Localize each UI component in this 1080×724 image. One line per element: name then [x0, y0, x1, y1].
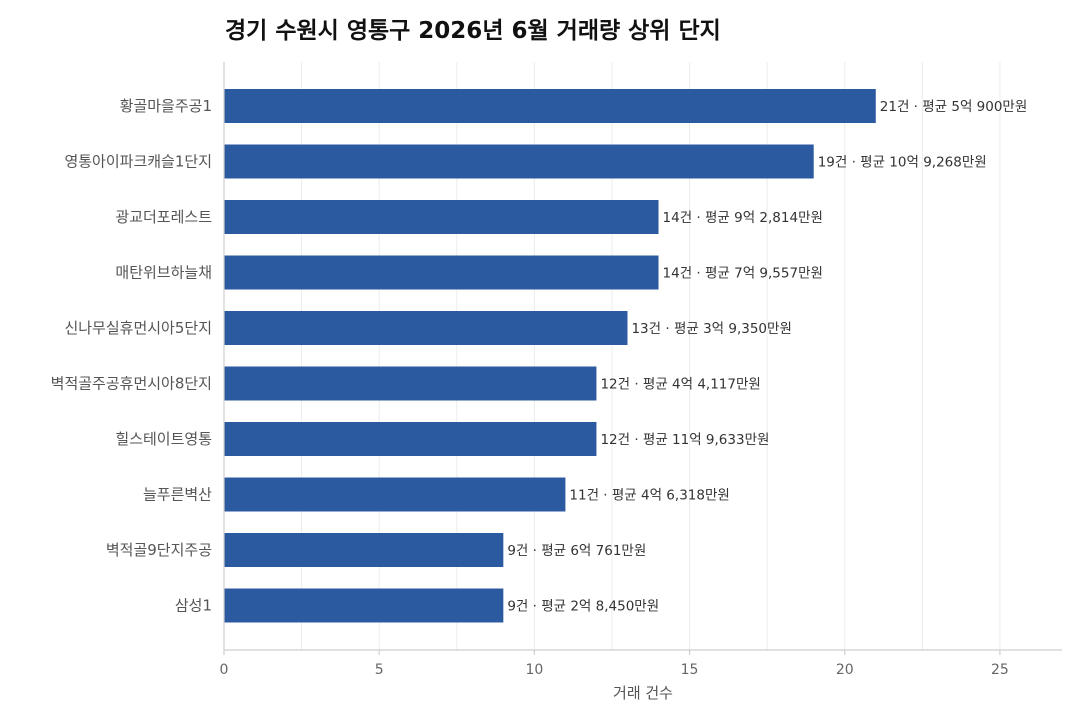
x-axis: 0 5 10 15 20 25 — [220, 62, 1062, 678]
category-label: 벽적골주공휴먼시아8단지 — [51, 375, 212, 393]
category-label: 신나무실휴먼시아5단지 — [64, 319, 212, 337]
x-tick-label: 15 — [681, 662, 699, 678]
bar — [224, 144, 814, 179]
category-label: 벽적골9단지주공 — [106, 541, 212, 559]
bar — [224, 200, 659, 234]
data-label: 9건 · 평균 6억 761만원 — [507, 543, 646, 559]
category-label: 삼성1 — [175, 597, 212, 615]
x-tick-label: 20 — [836, 662, 854, 678]
chart-title: 경기 수원시 영통구 2026년 6월 거래량 상위 단지 — [225, 18, 721, 44]
bar — [224, 89, 876, 123]
data-label: 19건 · 평균 10억 9,268만원 — [818, 155, 987, 171]
data-labels: 21건 · 평균 5억 900만원 19건 · 평균 10억 9,268만원 14건… — [507, 99, 1027, 615]
data-label: 13건 · 평균 3억 9,350만원 — [631, 321, 791, 337]
category-label: 힐스테이트영통 — [115, 430, 212, 448]
x-tick-label: 5 — [375, 662, 384, 678]
bar — [224, 588, 504, 623]
category-label: 영통아이파크캐슬1단지 — [64, 153, 212, 171]
bar — [224, 477, 566, 512]
bar — [224, 366, 597, 401]
category-label: 광교더포레스트 — [115, 208, 212, 226]
category-label: 늘푸른벽산 — [143, 486, 212, 504]
bar — [224, 311, 628, 345]
data-label: 14건 · 평균 9억 2,814만원 — [663, 210, 823, 226]
data-label: 12건 · 평균 4억 4,117만원 — [600, 377, 760, 393]
bar — [224, 422, 597, 456]
data-label: 12건 · 평균 11억 9,633만원 — [600, 432, 769, 448]
bar — [224, 533, 504, 567]
data-label: 11건 · 평균 4억 6,318만원 — [569, 488, 729, 504]
category-label: 매탄위브하늘채 — [115, 264, 212, 282]
bar — [224, 255, 659, 290]
data-label: 21건 · 평균 5억 900만원 — [880, 99, 1028, 115]
data-label: 9건 · 평균 2억 8,450만원 — [507, 599, 659, 615]
x-tick-label: 0 — [220, 662, 229, 678]
x-tick-label: 10 — [525, 662, 543, 678]
data-label: 14건 · 평균 7억 9,557만원 — [663, 266, 823, 282]
bars-layer — [224, 89, 876, 623]
x-tick-label: 25 — [991, 662, 1009, 678]
category-label: 황골마을주공1 — [120, 97, 212, 115]
x-axis-title: 거래 건수 — [613, 684, 673, 702]
category-labels: 황골마을주공1 영통아이파크캐슬1단지광교더포레스트매탄위브하늘채신나무실휴먼시아… — [51, 97, 213, 615]
